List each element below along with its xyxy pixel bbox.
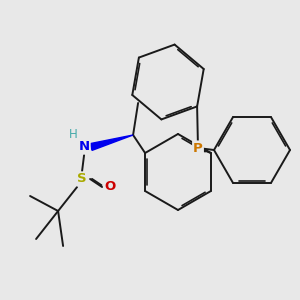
Polygon shape (90, 135, 133, 150)
Text: N: N (79, 140, 90, 154)
Text: O: O (104, 181, 116, 194)
Text: H: H (69, 128, 77, 142)
Text: P: P (193, 142, 203, 154)
Text: S: S (77, 172, 87, 185)
